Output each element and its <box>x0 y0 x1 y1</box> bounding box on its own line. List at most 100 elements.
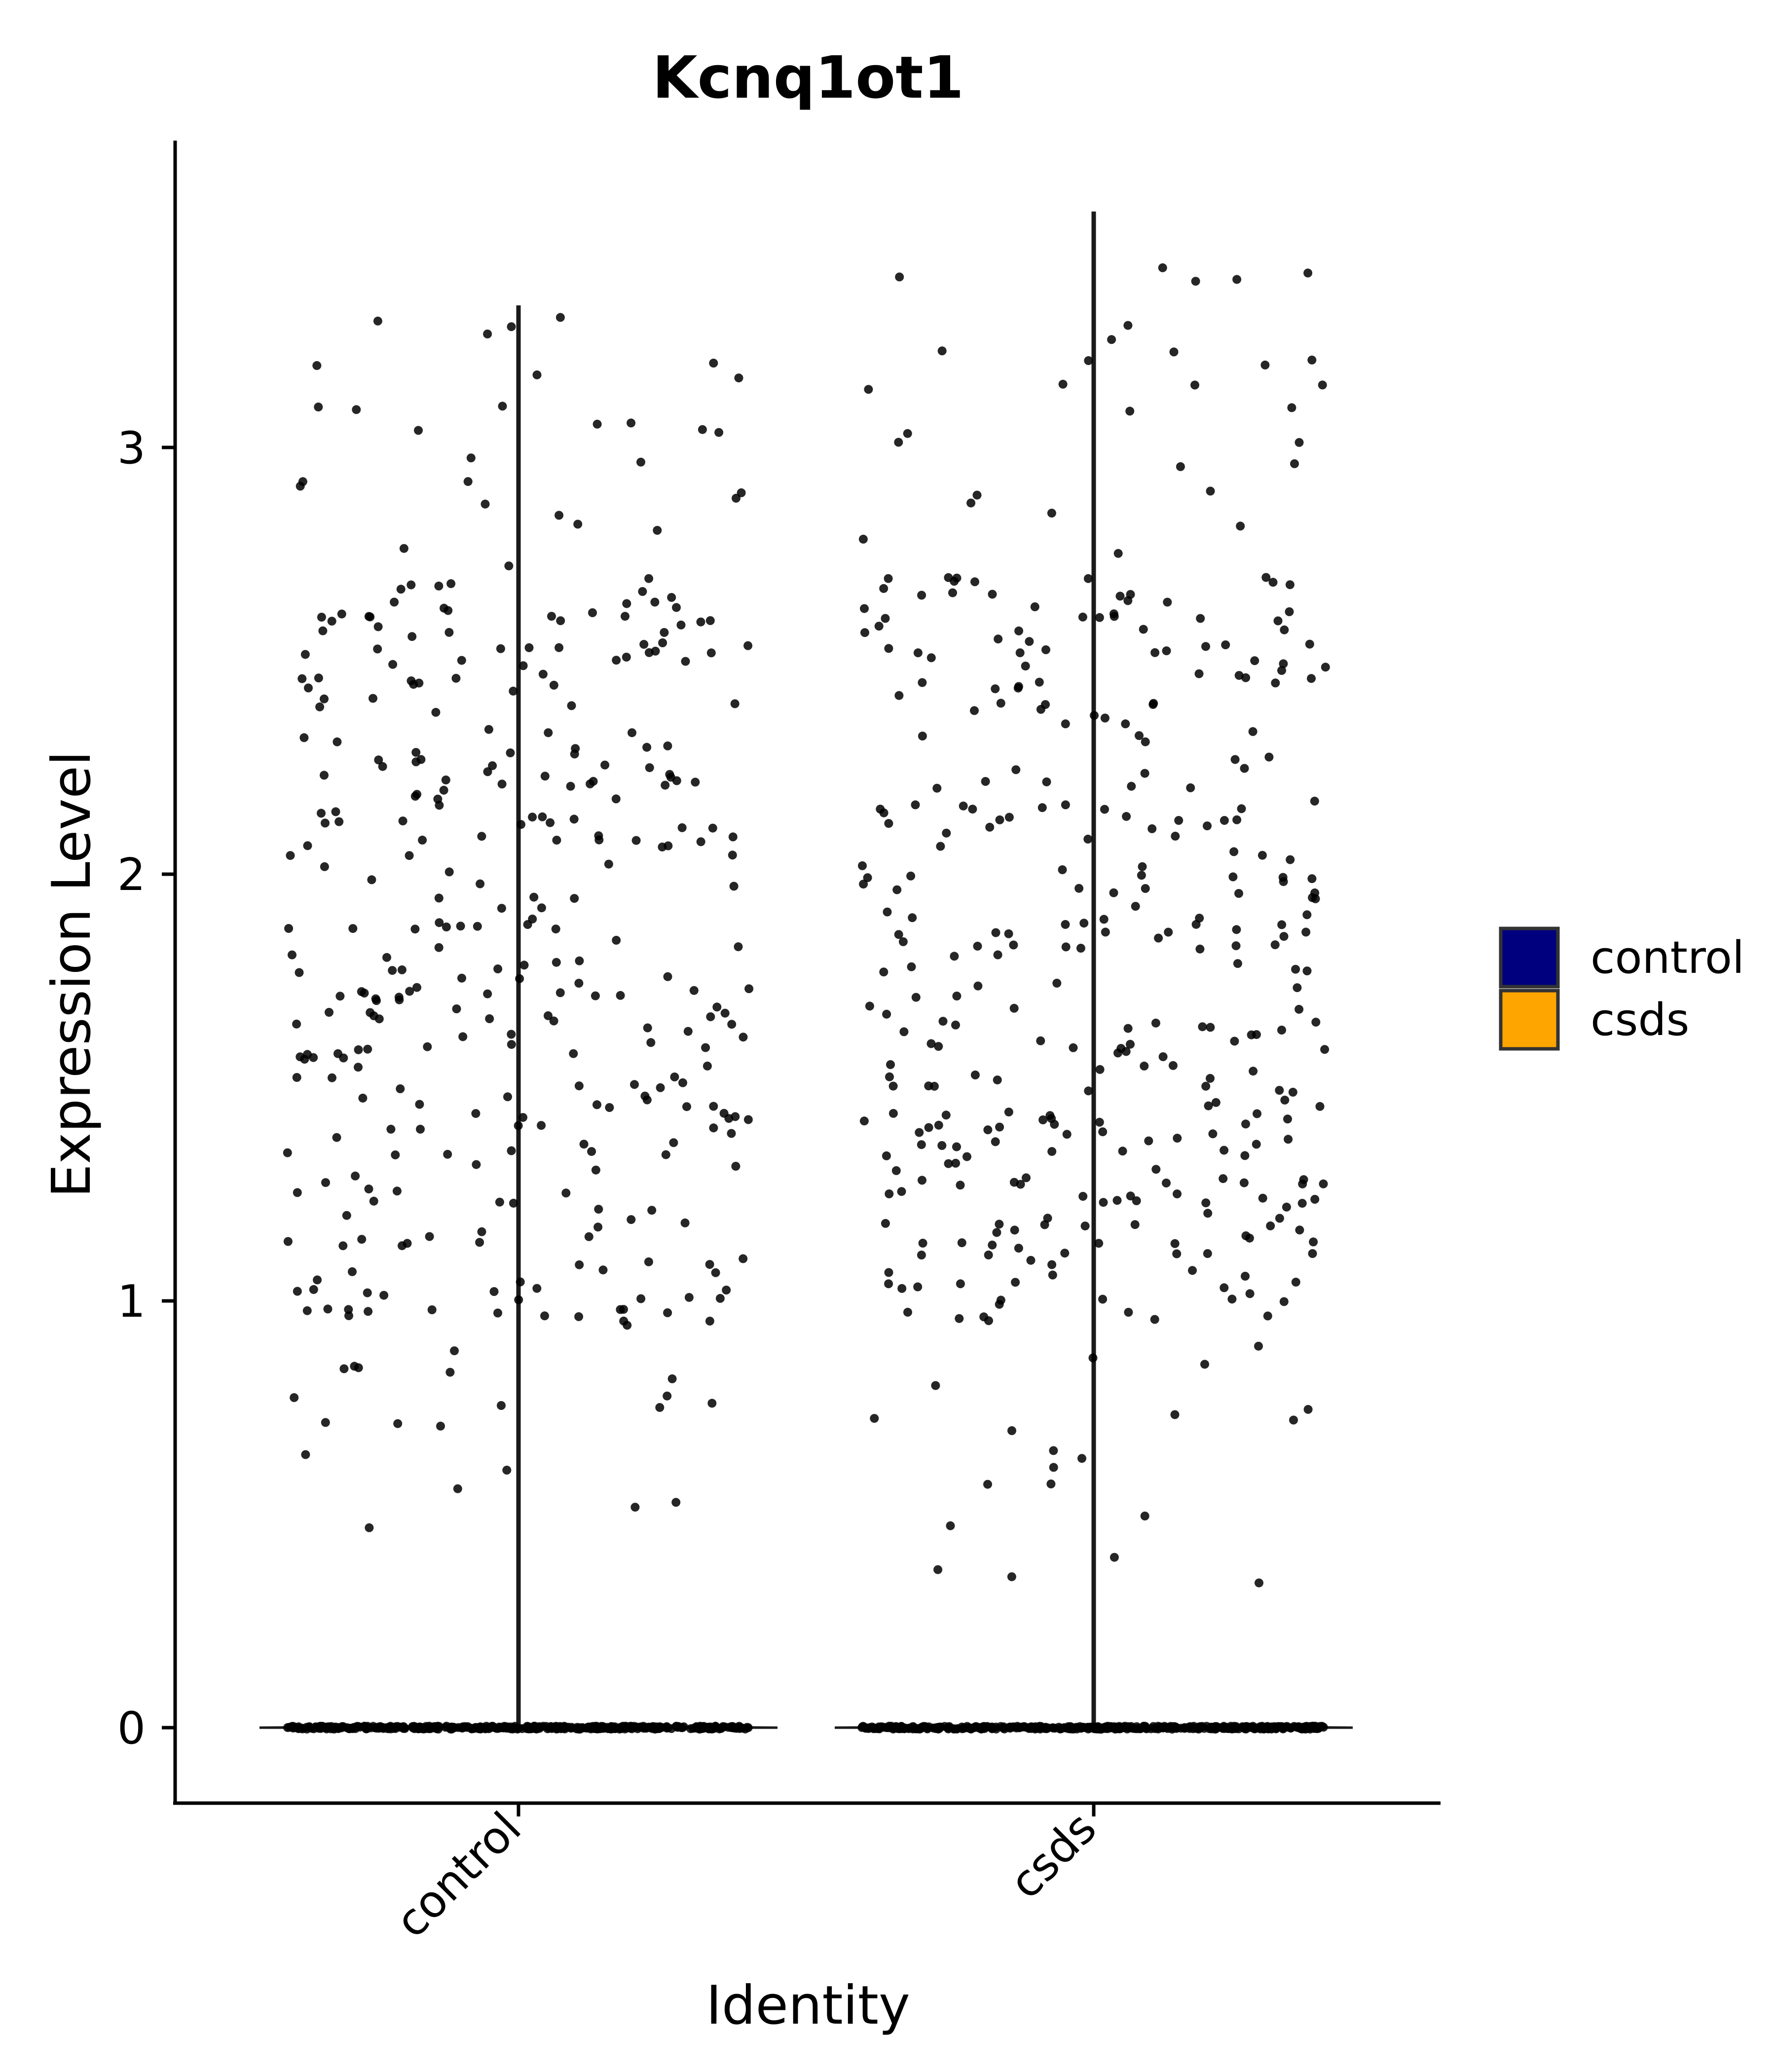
data-point <box>627 1215 636 1224</box>
data-point <box>283 1237 293 1246</box>
data-point <box>483 330 492 338</box>
data-point <box>1275 1214 1284 1223</box>
data-point <box>1163 1724 1172 1733</box>
data-point <box>1290 459 1299 468</box>
data-point <box>864 385 873 394</box>
data-point <box>369 1196 378 1206</box>
data-point <box>290 1393 299 1402</box>
data-point <box>988 1240 997 1250</box>
data-point <box>984 1250 993 1259</box>
data-point <box>661 780 670 790</box>
data-point <box>1079 919 1089 928</box>
data-point <box>556 616 565 626</box>
data-point <box>891 1722 900 1731</box>
data-point <box>1201 1081 1211 1091</box>
data-point <box>288 1722 297 1731</box>
data-point <box>530 1722 539 1731</box>
data-point <box>724 1723 733 1732</box>
data-point <box>616 991 625 1000</box>
data-point <box>1058 379 1068 389</box>
data-point <box>1275 1086 1284 1095</box>
data-point <box>667 1374 677 1383</box>
y-axis-title: Expression Level <box>41 751 103 1198</box>
data-point <box>435 918 444 927</box>
data-point <box>434 943 444 952</box>
data-point <box>1285 607 1294 616</box>
data-point <box>354 1045 363 1054</box>
data-point <box>621 612 629 621</box>
data-point <box>1124 1308 1133 1317</box>
data-point <box>681 657 690 666</box>
data-point <box>399 544 408 553</box>
data-point <box>1046 1480 1056 1488</box>
data-point <box>555 511 564 520</box>
data-point <box>489 1287 499 1296</box>
data-point <box>1284 1723 1293 1732</box>
data-point <box>1320 1045 1330 1054</box>
data-point <box>514 1295 523 1304</box>
data-point <box>320 862 329 871</box>
data-point <box>985 822 995 832</box>
data-point <box>644 574 654 583</box>
data-point <box>327 617 336 626</box>
data-point <box>483 767 492 777</box>
data-point <box>1280 625 1289 634</box>
data-point <box>488 761 497 771</box>
data-point <box>317 809 326 818</box>
data-point <box>1299 1175 1308 1184</box>
data-point <box>569 1049 578 1058</box>
data-point <box>393 1419 403 1428</box>
data-point <box>995 1122 1004 1132</box>
data-point <box>894 691 904 700</box>
data-point <box>983 1480 992 1489</box>
data-point <box>1277 666 1286 675</box>
data-point <box>670 1073 679 1081</box>
data-point <box>933 1565 943 1574</box>
data-point <box>949 1724 959 1734</box>
data-point <box>938 1017 948 1026</box>
data-point <box>631 836 641 845</box>
data-point <box>498 402 507 411</box>
data-point <box>536 1722 546 1732</box>
data-point <box>363 1044 372 1054</box>
data-point <box>1078 612 1087 622</box>
data-point <box>956 1181 965 1190</box>
data-point <box>1309 1237 1318 1247</box>
data-point <box>1150 648 1160 657</box>
data-point <box>502 1466 512 1475</box>
data-point <box>621 1722 630 1731</box>
data-point <box>968 805 977 814</box>
data-point <box>663 972 672 981</box>
data-point <box>1084 356 1093 365</box>
data-point <box>1098 1295 1108 1304</box>
data-point <box>696 617 705 627</box>
data-point <box>1307 874 1317 884</box>
data-point <box>937 346 947 356</box>
data-point <box>720 1008 730 1018</box>
data-point <box>934 1042 943 1051</box>
data-point <box>592 1100 601 1110</box>
y-tick-label: 1 <box>117 1276 146 1328</box>
data-point <box>1189 1722 1199 1731</box>
data-point <box>948 588 957 597</box>
data-point <box>332 1133 341 1142</box>
data-point <box>908 913 917 923</box>
data-point <box>1283 1114 1292 1124</box>
data-point <box>970 577 979 587</box>
data-point <box>973 981 983 991</box>
data-point <box>743 1115 753 1124</box>
data-point <box>442 923 451 931</box>
data-point <box>612 935 621 945</box>
data-point <box>286 851 295 860</box>
data-point <box>1009 1178 1019 1187</box>
data-point <box>551 925 560 934</box>
data-point <box>472 1160 481 1169</box>
data-point <box>706 1012 715 1021</box>
data-point <box>663 1308 672 1317</box>
data-point <box>858 534 868 544</box>
data-point <box>874 622 884 631</box>
data-point <box>1127 781 1136 791</box>
data-point <box>663 741 672 750</box>
data-point <box>1194 669 1204 678</box>
data-point <box>1061 800 1070 810</box>
